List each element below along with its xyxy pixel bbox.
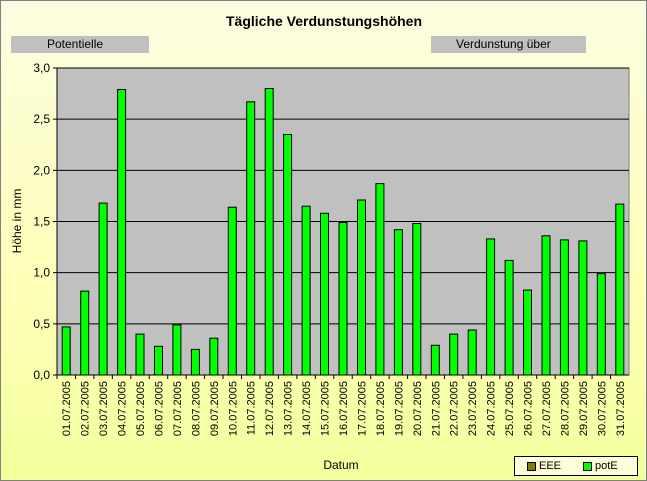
bar xyxy=(227,206,237,376)
bar xyxy=(357,199,366,376)
bar xyxy=(338,222,348,376)
x-tick-label: 01.07.2005 xyxy=(61,381,73,436)
x-tick-label: 16.07.2005 xyxy=(338,381,350,436)
legend-item-eee: EEE xyxy=(527,460,561,472)
bar xyxy=(154,345,163,376)
y-tick-label: 2,5 xyxy=(33,112,50,126)
bar xyxy=(559,239,569,376)
bar xyxy=(172,324,182,376)
bar xyxy=(393,229,403,376)
x-tick-label: 12.07.2005 xyxy=(264,381,276,436)
bar xyxy=(578,240,588,376)
legend-label-pote: potE xyxy=(595,460,618,472)
legend-label-eee: EEE xyxy=(539,460,562,472)
bar xyxy=(449,333,459,376)
bar xyxy=(246,101,256,376)
bar xyxy=(264,88,274,376)
x-tick-label: 27.07.2005 xyxy=(541,381,553,436)
bars xyxy=(56,68,629,376)
bar xyxy=(375,183,385,376)
x-tick-label: 24.07.2005 xyxy=(486,381,498,436)
legend-item-pote: potE xyxy=(583,460,618,472)
bar xyxy=(504,259,514,376)
x-tick-label: 22.07.2005 xyxy=(449,381,461,436)
y-tick-label: 0,5 xyxy=(33,317,50,331)
legend-swatch-eee xyxy=(527,461,536,471)
y-tick-label: 1,5 xyxy=(33,215,50,229)
bar xyxy=(541,235,551,376)
x-tick-label: 13.07.2005 xyxy=(283,381,295,436)
x-tick-label: 29.07.2005 xyxy=(578,381,590,436)
x-tick-label: 05.07.2005 xyxy=(135,381,147,436)
x-tick-label: 04.07.2005 xyxy=(117,381,129,436)
x-axis-label: Datum xyxy=(323,458,358,472)
x-tick-label: 06.07.2005 xyxy=(154,381,166,436)
x-tick-label: 09.07.2005 xyxy=(209,381,221,436)
x-tick-label: 25.07.2005 xyxy=(504,381,516,436)
y-tick-label: 2,0 xyxy=(33,163,50,177)
bar xyxy=(209,337,219,376)
bar xyxy=(301,205,311,376)
x-tick-label: 26.07.2005 xyxy=(523,381,535,436)
x-tick-label: 23.07.2005 xyxy=(467,381,479,436)
x-tick-label: 21.07.2005 xyxy=(430,381,442,436)
subtitle-right: Verdunstung über xyxy=(431,36,586,53)
x-tick-label: 17.07.2005 xyxy=(357,381,369,436)
x-tick-label: 19.07.2005 xyxy=(393,381,405,436)
bar xyxy=(596,273,606,376)
grid-lines xyxy=(57,67,629,325)
x-tick-label: 07.07.2005 xyxy=(172,381,184,436)
x-tick-label: 28.07.2005 xyxy=(559,381,571,436)
x-tick-label: 11.07.2005 xyxy=(246,381,258,435)
x-tick-label: 18.07.2005 xyxy=(375,381,387,436)
subtitle-left: Potentielle xyxy=(11,36,149,53)
bar xyxy=(615,203,625,376)
bar xyxy=(98,202,108,376)
y-tick-label: 1,0 xyxy=(33,266,50,280)
bar xyxy=(320,212,329,376)
x-tick-label: 08.07.2005 xyxy=(190,381,202,436)
legend: EEE potE xyxy=(514,456,638,476)
y-tick-label: 0,0 xyxy=(33,368,50,382)
x-tick-label: 30.07.2005 xyxy=(596,381,608,436)
x-tick-label: 14.07.2005 xyxy=(301,381,313,436)
x-tick-label: 10.07.2005 xyxy=(227,381,239,436)
x-tick-label: 20.07.2005 xyxy=(412,381,424,436)
legend-swatch-pote xyxy=(583,461,593,471)
y-tick-label: 3,0 xyxy=(33,61,50,75)
bar xyxy=(412,223,422,376)
bar xyxy=(523,289,532,376)
bar xyxy=(486,238,496,376)
x-tick-label: 15.07.2005 xyxy=(320,381,332,436)
x-tick-label: 31.07.2005 xyxy=(615,381,627,436)
bar xyxy=(61,326,71,376)
bar xyxy=(117,89,127,376)
bar xyxy=(430,344,440,376)
bar xyxy=(80,290,90,376)
chart-title: Tägliche Verdunstungshöhen xyxy=(226,13,422,29)
bar xyxy=(283,134,293,376)
y-ticks: 0,0 0,5 1,0 1,5 2,0 2,5 3,0 xyxy=(33,61,57,382)
bar xyxy=(190,348,200,376)
y-axis-label: Höhe in mm xyxy=(10,189,24,254)
bar xyxy=(135,333,145,376)
x-tick-label: 02.07.2005 xyxy=(80,381,92,436)
x-ticks: 01.07.2005 02.07.2005 03.07.2005 04.07.2005… xyxy=(56,375,627,436)
bar xyxy=(467,329,477,376)
x-tick-label: 03.07.2005 xyxy=(98,381,110,436)
